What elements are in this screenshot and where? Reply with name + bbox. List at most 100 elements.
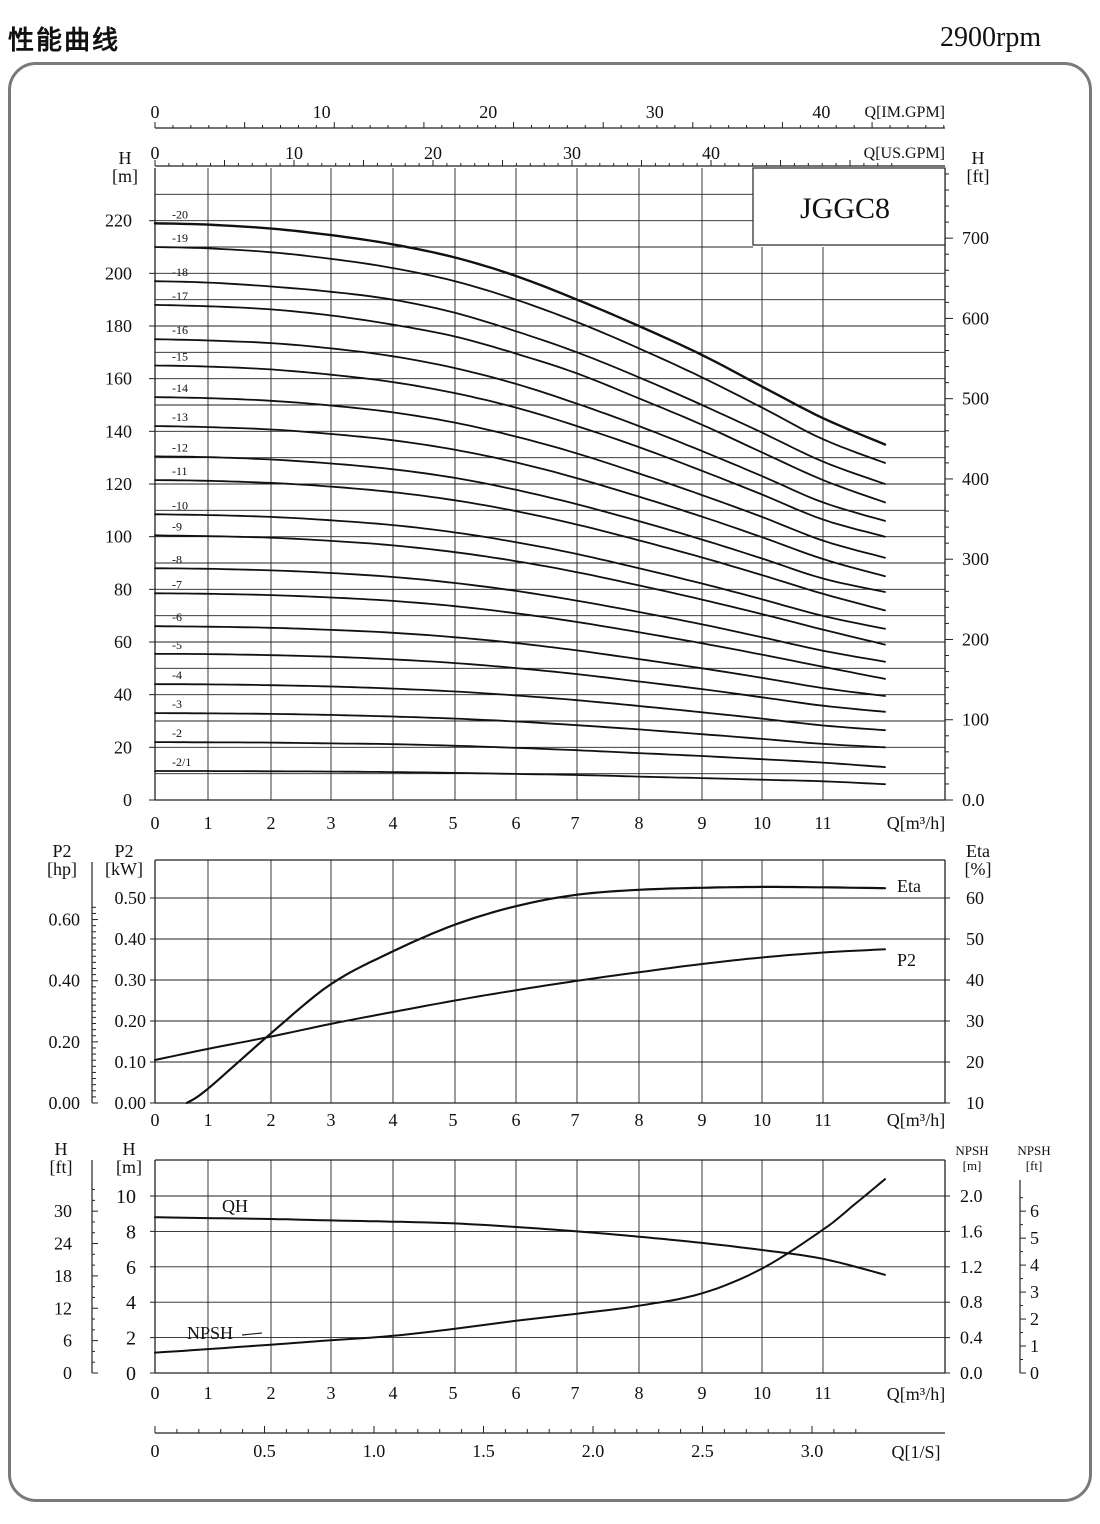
tick-label-q-head: 10: [753, 813, 771, 833]
tick-label-q-head: 4: [389, 813, 398, 833]
head-curve--13: [154, 425, 886, 578]
head-curve--9: [154, 534, 886, 646]
tick-label-npsh-m: 0.0: [960, 1363, 983, 1383]
head-curve--10: [154, 513, 886, 630]
tick-label-im-gpm: 40: [812, 102, 830, 122]
tick-label-kw: 0.20: [115, 1011, 147, 1031]
tick-label-h-ft: 100: [962, 710, 989, 730]
tick-label-h-m: 220: [105, 211, 132, 231]
tick-label-npsh-ft: 4: [1030, 1255, 1039, 1275]
y-npsh-ft-unit: [ft]: [1026, 1158, 1043, 1173]
p2-curve: [154, 948, 886, 1061]
head-curve--6: [154, 625, 886, 697]
y-m-unit: [m]: [116, 1157, 142, 1177]
tick-label-us-gpm: 30: [563, 143, 581, 163]
head-curve-label: -2: [172, 726, 182, 740]
tick-label-q-head: 6: [512, 813, 521, 833]
tick-label-h-m2: 6: [126, 1257, 136, 1279]
head-curve--20: [153, 222, 887, 446]
model-label: JGGC8: [800, 192, 890, 225]
tick-label-h-ft2: 12: [54, 1298, 72, 1318]
head-curve-label: -11: [172, 464, 188, 478]
qh-label: QH: [222, 1196, 248, 1216]
tick-label-h-ft2: 6: [63, 1331, 72, 1351]
head-curve-label: -2/1: [172, 755, 191, 769]
head-curve-label: -19: [172, 231, 188, 245]
head-curve--7: [154, 592, 886, 680]
head-curve--5: [154, 653, 886, 713]
head-curve--12: [154, 455, 886, 593]
tick-label-hp: 0.00: [49, 1093, 81, 1113]
head-curve-label: -3: [172, 697, 182, 711]
head-curve-label: -10: [172, 498, 188, 512]
tick-label-q-qh: 1: [204, 1383, 213, 1403]
tick-label-q-head: 3: [327, 813, 336, 833]
tick-label-h-m2: 4: [126, 1292, 136, 1314]
y-npsh-ft-label: NPSH: [1017, 1143, 1050, 1158]
y-kw-label: P2: [114, 841, 133, 861]
tick-label-h-ft2: 30: [54, 1201, 72, 1221]
y-left-head-unit: [m]: [112, 166, 138, 186]
head-curve--16: [154, 338, 886, 522]
head-curve--2: [154, 741, 886, 768]
tick-label-h-m: 100: [105, 527, 132, 547]
tick-label-h-m: 80: [114, 579, 132, 599]
head-curve-label: -12: [172, 440, 188, 454]
y-npsh-m-label: NPSH: [955, 1143, 988, 1158]
tick-label-h-ft2: 24: [54, 1234, 72, 1254]
y-eta-unit: [%]: [965, 859, 992, 879]
tick-label-kw: 0.30: [115, 970, 147, 990]
tick-label-q-power: 8: [635, 1110, 644, 1130]
tick-label-q-head: 2: [267, 813, 276, 833]
tick-label-h-ft: 600: [962, 308, 989, 328]
y-npsh-m-unit: [m]: [963, 1158, 982, 1173]
tick-label-q-power: 1: [204, 1110, 213, 1130]
npsh-curve: [154, 1178, 886, 1354]
tick-label-eta: 40: [966, 970, 984, 990]
tick-label-npsh-m: 0.8: [960, 1292, 983, 1312]
head-curve--2/1: [154, 770, 886, 786]
tick-label-im-gpm: 20: [479, 102, 497, 122]
head-curve-label: -16: [172, 323, 188, 337]
y-ft-unit: [ft]: [50, 1157, 73, 1177]
tick-label-h-m: 0: [123, 790, 132, 810]
tick-label-npsh-m: 0.4: [960, 1328, 983, 1348]
head-curve--11: [154, 479, 886, 612]
tick-label-hp: 0.40: [49, 971, 81, 991]
head-curve--17: [154, 304, 886, 504]
tick-label-q-head: 1: [204, 813, 213, 833]
tick-label-im-gpm: 10: [313, 102, 331, 122]
tick-label-h-m2: 10: [116, 1186, 136, 1208]
axis-label-q-power: Q[m³/h]: [887, 1110, 945, 1130]
qh-curve: [154, 1216, 886, 1276]
tick-label-npsh-m: 2.0: [960, 1186, 983, 1206]
tick-label-q-ls: 1.5: [472, 1441, 495, 1461]
tick-label-q-power: 5: [449, 1110, 458, 1130]
tick-label-h-ft: 300: [962, 549, 989, 569]
tick-label-eta: 30: [966, 1011, 984, 1031]
tick-label-kw: 0.10: [115, 1052, 147, 1072]
tick-label-q-qh: 4: [389, 1383, 398, 1403]
model-box: [752, 167, 946, 246]
tick-label-q-qh: 10: [753, 1383, 771, 1403]
npsh-label: NPSH: [187, 1323, 233, 1343]
tick-label-q-power: 9: [698, 1110, 707, 1130]
axis-label-im-gpm: Q[IM.GPM]: [865, 104, 945, 121]
tick-label-q-qh: 9: [698, 1383, 707, 1403]
y-hp-label: P2: [52, 841, 71, 861]
tick-label-hp: 0.20: [49, 1032, 81, 1052]
tick-label-h-m: 60: [114, 632, 132, 652]
tick-label-q-qh: 0: [151, 1383, 160, 1403]
tick-label-q-head: 7: [571, 813, 580, 833]
tick-label-q-qh: 7: [571, 1383, 580, 1403]
tick-label-q-head: 8: [635, 813, 644, 833]
tick-label-hp: 0.60: [49, 910, 81, 930]
p2-label: P2: [897, 950, 916, 970]
tick-label-q-ls: 3.0: [801, 1441, 824, 1461]
tick-label-eta: 20: [966, 1052, 984, 1072]
tick-label-npsh-ft: 3: [1030, 1282, 1039, 1302]
tick-label-eta: 60: [966, 888, 984, 908]
tick-label-h-ft: 200: [962, 629, 989, 649]
